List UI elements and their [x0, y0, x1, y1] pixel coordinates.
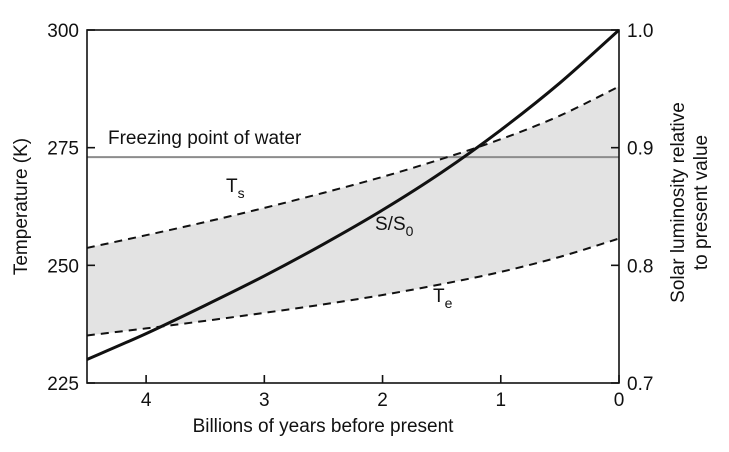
te-label-main: T	[433, 286, 445, 307]
y-right-tick-label: 0.9	[627, 139, 653, 160]
y-axis-left-title: Temperature (K)	[11, 138, 32, 275]
y-left-tick-label: 225	[47, 374, 79, 395]
luminosity-series-line	[86, 28, 621, 361]
luminosity-label-main: S/S	[375, 214, 406, 235]
luminosity-label-subscript: 0	[406, 223, 414, 239]
y-axis-right-title-line-1: Solar luminosity relative	[668, 102, 689, 303]
shaded-band	[87, 86, 619, 336]
plot-area-frame	[86, 29, 620, 384]
y-right-tick-label: 0.8	[627, 256, 653, 277]
shaded-band-layer	[87, 86, 619, 336]
te-series-label: Te	[433, 286, 453, 311]
te-series-line	[86, 237, 620, 337]
y-left-tick-label: 300	[47, 21, 79, 42]
x-tick-label: 2	[377, 390, 388, 411]
y-right-tick-label: 1.0	[627, 21, 653, 42]
y-right-tick-label: 0.7	[627, 374, 653, 395]
ts-series-line	[86, 85, 620, 249]
x-tick-label: 3	[259, 390, 270, 411]
ts-label-main: T	[226, 176, 238, 197]
ts-label-subscript: s	[238, 185, 245, 201]
te-label-subscript: e	[445, 295, 453, 311]
x-tick-label: 1	[495, 390, 506, 411]
ticks-layer: 4 3 2 1 0 225 250 275 300 0.7 0.8 0.9 1.0	[47, 21, 653, 411]
ts-series-label: Ts	[226, 176, 245, 201]
x-tick-label: 0	[614, 390, 625, 411]
freezing-point-label: Freezing point of water	[108, 128, 302, 149]
x-tick-label: 4	[141, 390, 152, 411]
y-axis-right-title-line-2: to present value	[691, 135, 712, 270]
x-axis-title: Billions of years before present	[193, 416, 455, 437]
y-left-tick-label: 275	[47, 139, 79, 160]
series-layer	[86, 28, 621, 361]
luminosity-series-label: S/S0	[375, 214, 414, 239]
y-left-tick-label: 250	[47, 256, 79, 277]
